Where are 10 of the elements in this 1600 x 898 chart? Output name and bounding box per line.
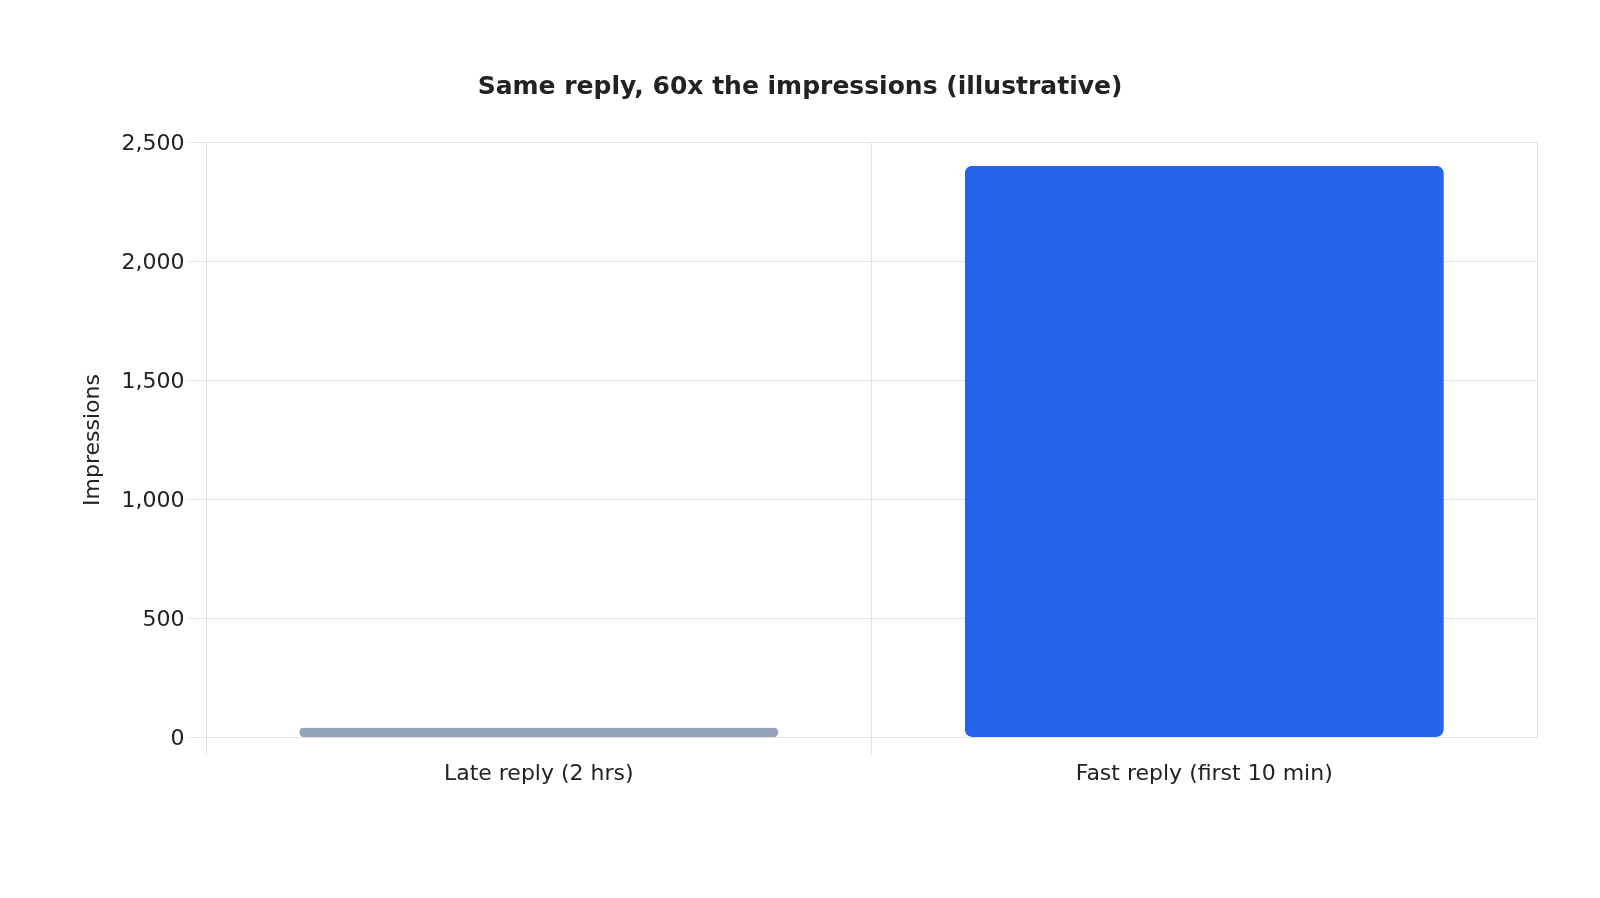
y-tick-label: 0 xyxy=(170,724,185,750)
y-tick-label: 2,000 xyxy=(121,248,185,274)
x-tick-label: Late reply (2 hrs) xyxy=(443,759,634,785)
y-tick-label: 1,000 xyxy=(121,486,185,512)
y-tick-label: 1,500 xyxy=(121,367,185,393)
chart-title: Same reply, 60x the impressions (illustrative) xyxy=(477,71,1123,100)
y-axis-title: Impressions xyxy=(78,374,104,506)
y-tick-label: 500 xyxy=(142,605,185,631)
y-tick-label: 2,500 xyxy=(121,129,185,155)
x-tick-label: Fast reply (first 10 min) xyxy=(1075,759,1333,785)
